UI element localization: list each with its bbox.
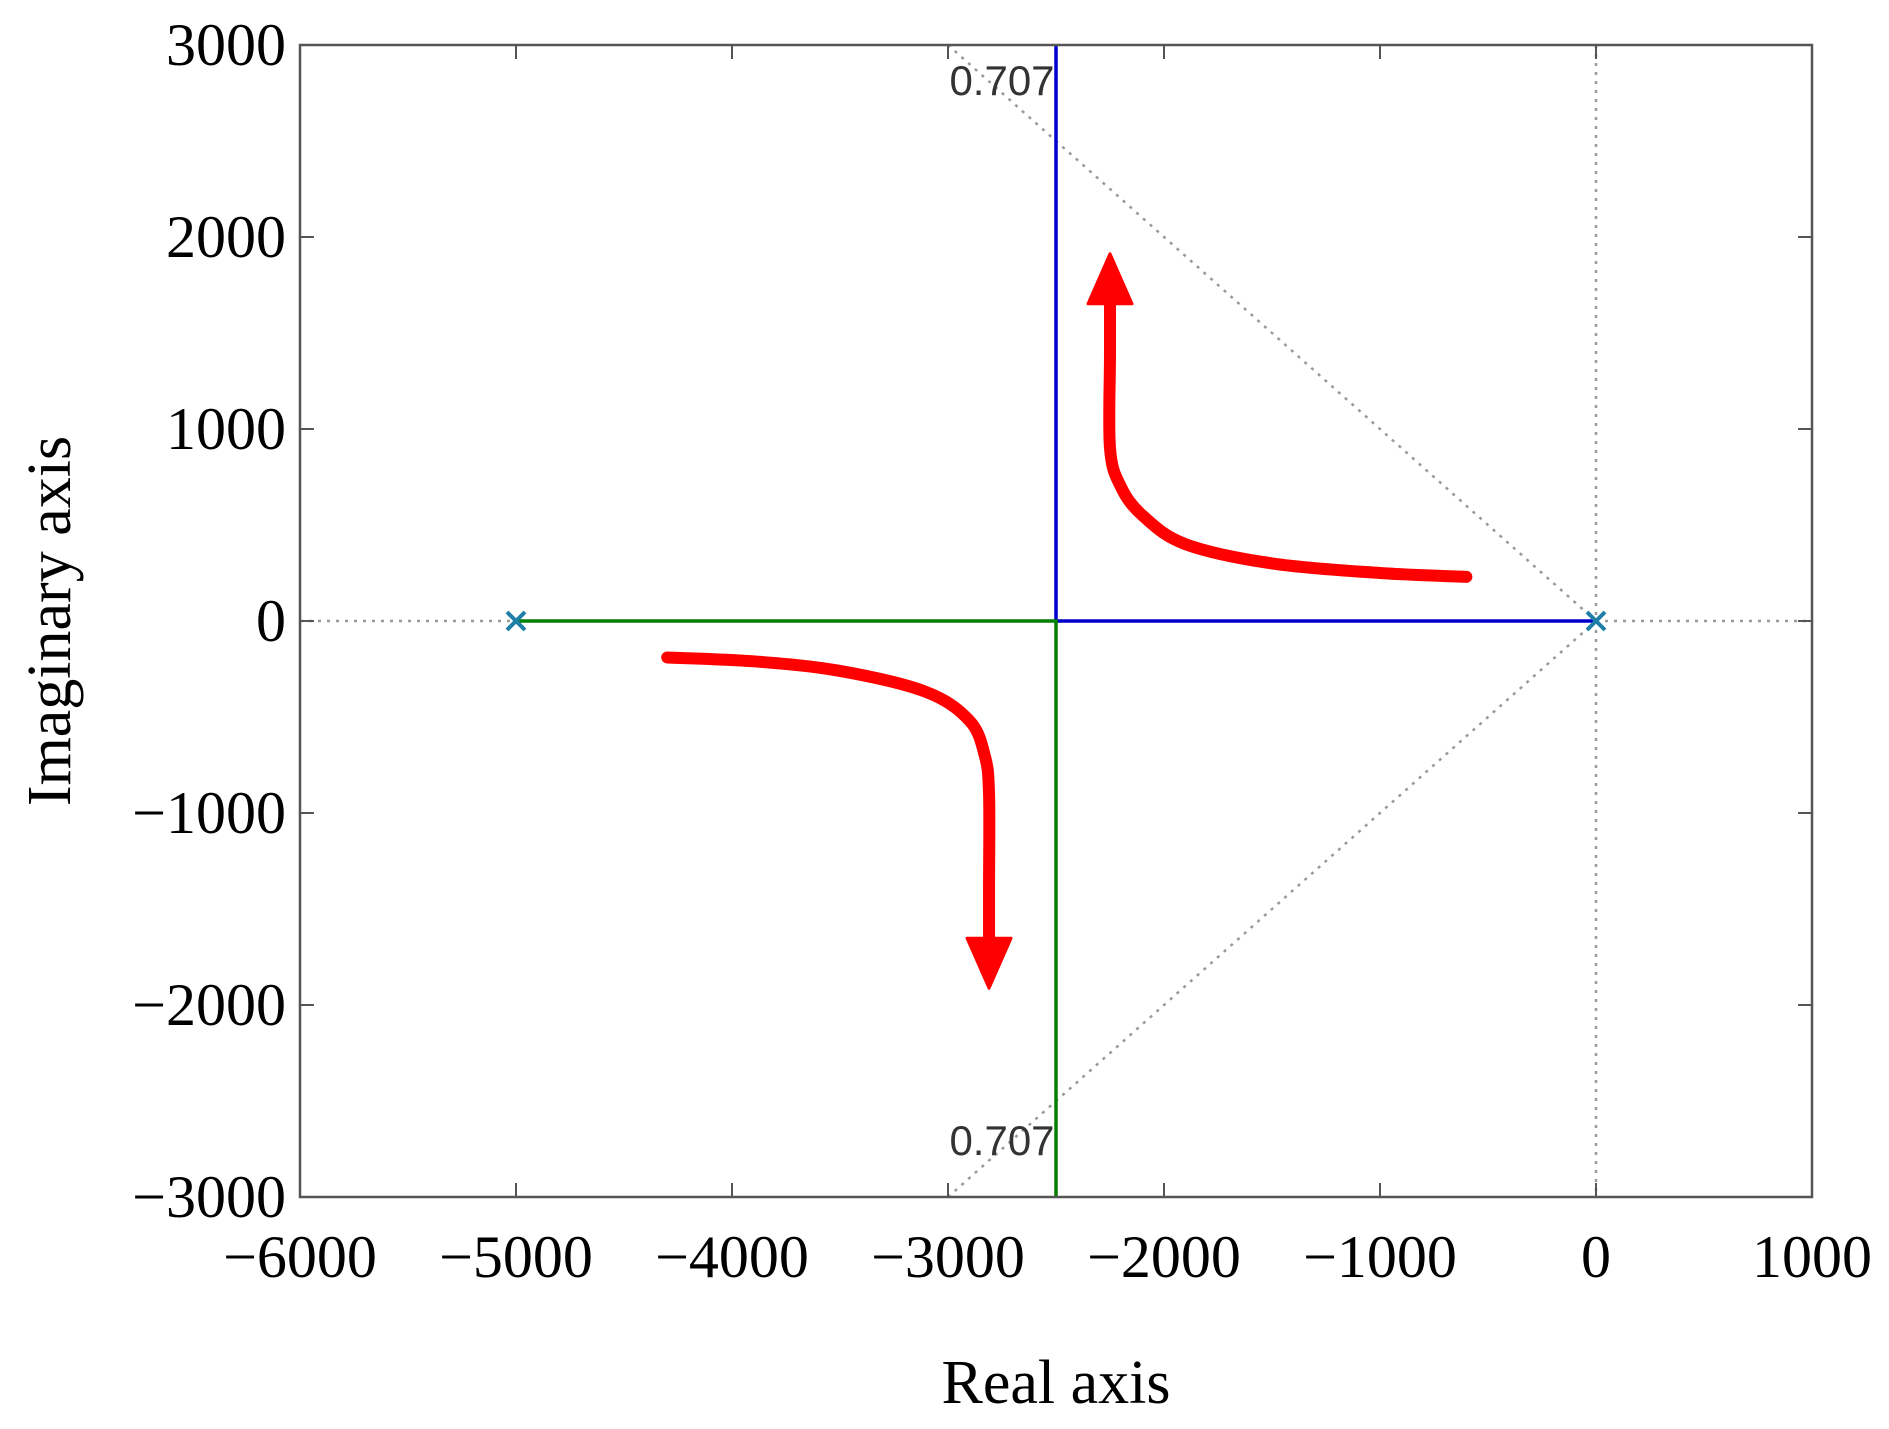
locus-branches [516,45,1596,1197]
x-tick-label: −5000 [439,1224,593,1290]
pole-marker-1 [1585,610,1607,632]
y-tick-label: 0 [256,588,286,654]
x-tick-label: −6000 [223,1224,377,1290]
damping-line-1 [947,620,1597,1197]
damping-annotations: 0.707 0.707 [949,57,1054,1164]
y-axis-ticks: −3000 −2000 −1000 0 1000 2000 3000 [132,12,1812,1230]
damping-line-0 [947,45,1597,622]
y-tick-label: 1000 [166,396,286,462]
damping-label-1: 0.707 [949,1117,1054,1164]
x-tick-label: −2000 [1087,1224,1241,1290]
direction-arrows [661,252,1473,990]
y-tick-label: 3000 [166,12,286,78]
x-tick-label: −3000 [871,1224,1025,1290]
x-tick-label: −1000 [1303,1224,1457,1290]
y-axis-title: Imaginary axis [16,436,84,806]
arrow-shaft-0 [1103,259,1473,583]
open-loop-poles [505,610,1607,632]
damping-label-0: 0.707 [949,57,1054,104]
arrow-head-1 [965,936,1013,990]
y-tick-label: −1000 [132,780,286,846]
x-tick-label: 0 [1581,1224,1611,1290]
x-tick-label: −4000 [655,1224,809,1290]
x-axis-ticks: −6000 −5000 −4000 −3000 −2000 −1000 0 1000 [223,45,1872,1290]
y-tick-label: −2000 [132,972,286,1038]
pole-marker-0 [505,610,527,632]
arrow-shaft-1 [661,651,996,983]
arrow-head-0 [1086,252,1134,306]
locus-branch-1 [516,619,1058,1197]
y-tick-label: 2000 [166,204,286,270]
locus-branch-0 [1054,45,1596,623]
y-tick-label: −3000 [132,1164,286,1230]
x-axis-title: Real axis [942,1349,1171,1417]
x-tick-label: 1000 [1752,1224,1872,1290]
